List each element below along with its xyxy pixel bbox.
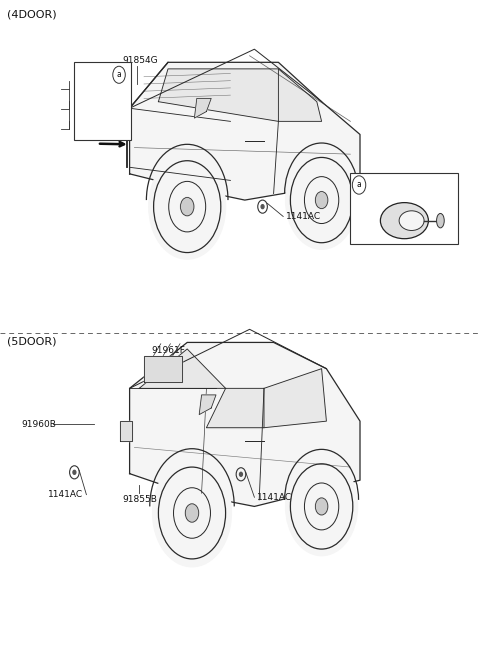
Text: a: a — [117, 70, 121, 79]
Text: 1129EA: 1129EA — [79, 87, 114, 96]
Text: (5DOOR): (5DOOR) — [7, 337, 57, 346]
Circle shape — [153, 459, 231, 567]
Polygon shape — [130, 342, 360, 506]
Text: 91768A: 91768A — [371, 180, 406, 190]
Circle shape — [149, 154, 226, 259]
Polygon shape — [158, 69, 278, 121]
Polygon shape — [120, 421, 132, 441]
Ellipse shape — [381, 203, 429, 239]
Circle shape — [315, 192, 328, 209]
Circle shape — [240, 472, 242, 476]
Polygon shape — [144, 356, 182, 382]
Polygon shape — [278, 69, 322, 121]
Circle shape — [315, 498, 328, 515]
Bar — [74, 62, 131, 140]
Text: 91960B: 91960B — [22, 420, 57, 429]
Circle shape — [73, 470, 76, 474]
Circle shape — [180, 197, 194, 216]
Circle shape — [261, 205, 264, 209]
Circle shape — [185, 504, 199, 522]
Ellipse shape — [399, 211, 424, 230]
Text: a: a — [357, 180, 361, 190]
Polygon shape — [139, 349, 226, 388]
Polygon shape — [206, 388, 264, 428]
Text: 1141AC: 1141AC — [257, 493, 292, 502]
Circle shape — [286, 151, 358, 249]
Ellipse shape — [436, 213, 444, 228]
Text: 91961F: 91961F — [151, 346, 185, 356]
Polygon shape — [199, 395, 216, 415]
Text: 91854G: 91854G — [122, 56, 158, 65]
Text: (4DOOR): (4DOOR) — [7, 10, 57, 20]
Circle shape — [286, 457, 358, 556]
Text: 91855B: 91855B — [122, 495, 157, 504]
Polygon shape — [264, 369, 326, 428]
Polygon shape — [130, 62, 360, 200]
Text: 1141AC: 1141AC — [48, 490, 83, 499]
Bar — [350, 173, 458, 244]
Text: 1141AC: 1141AC — [286, 212, 321, 221]
Polygon shape — [194, 98, 211, 118]
